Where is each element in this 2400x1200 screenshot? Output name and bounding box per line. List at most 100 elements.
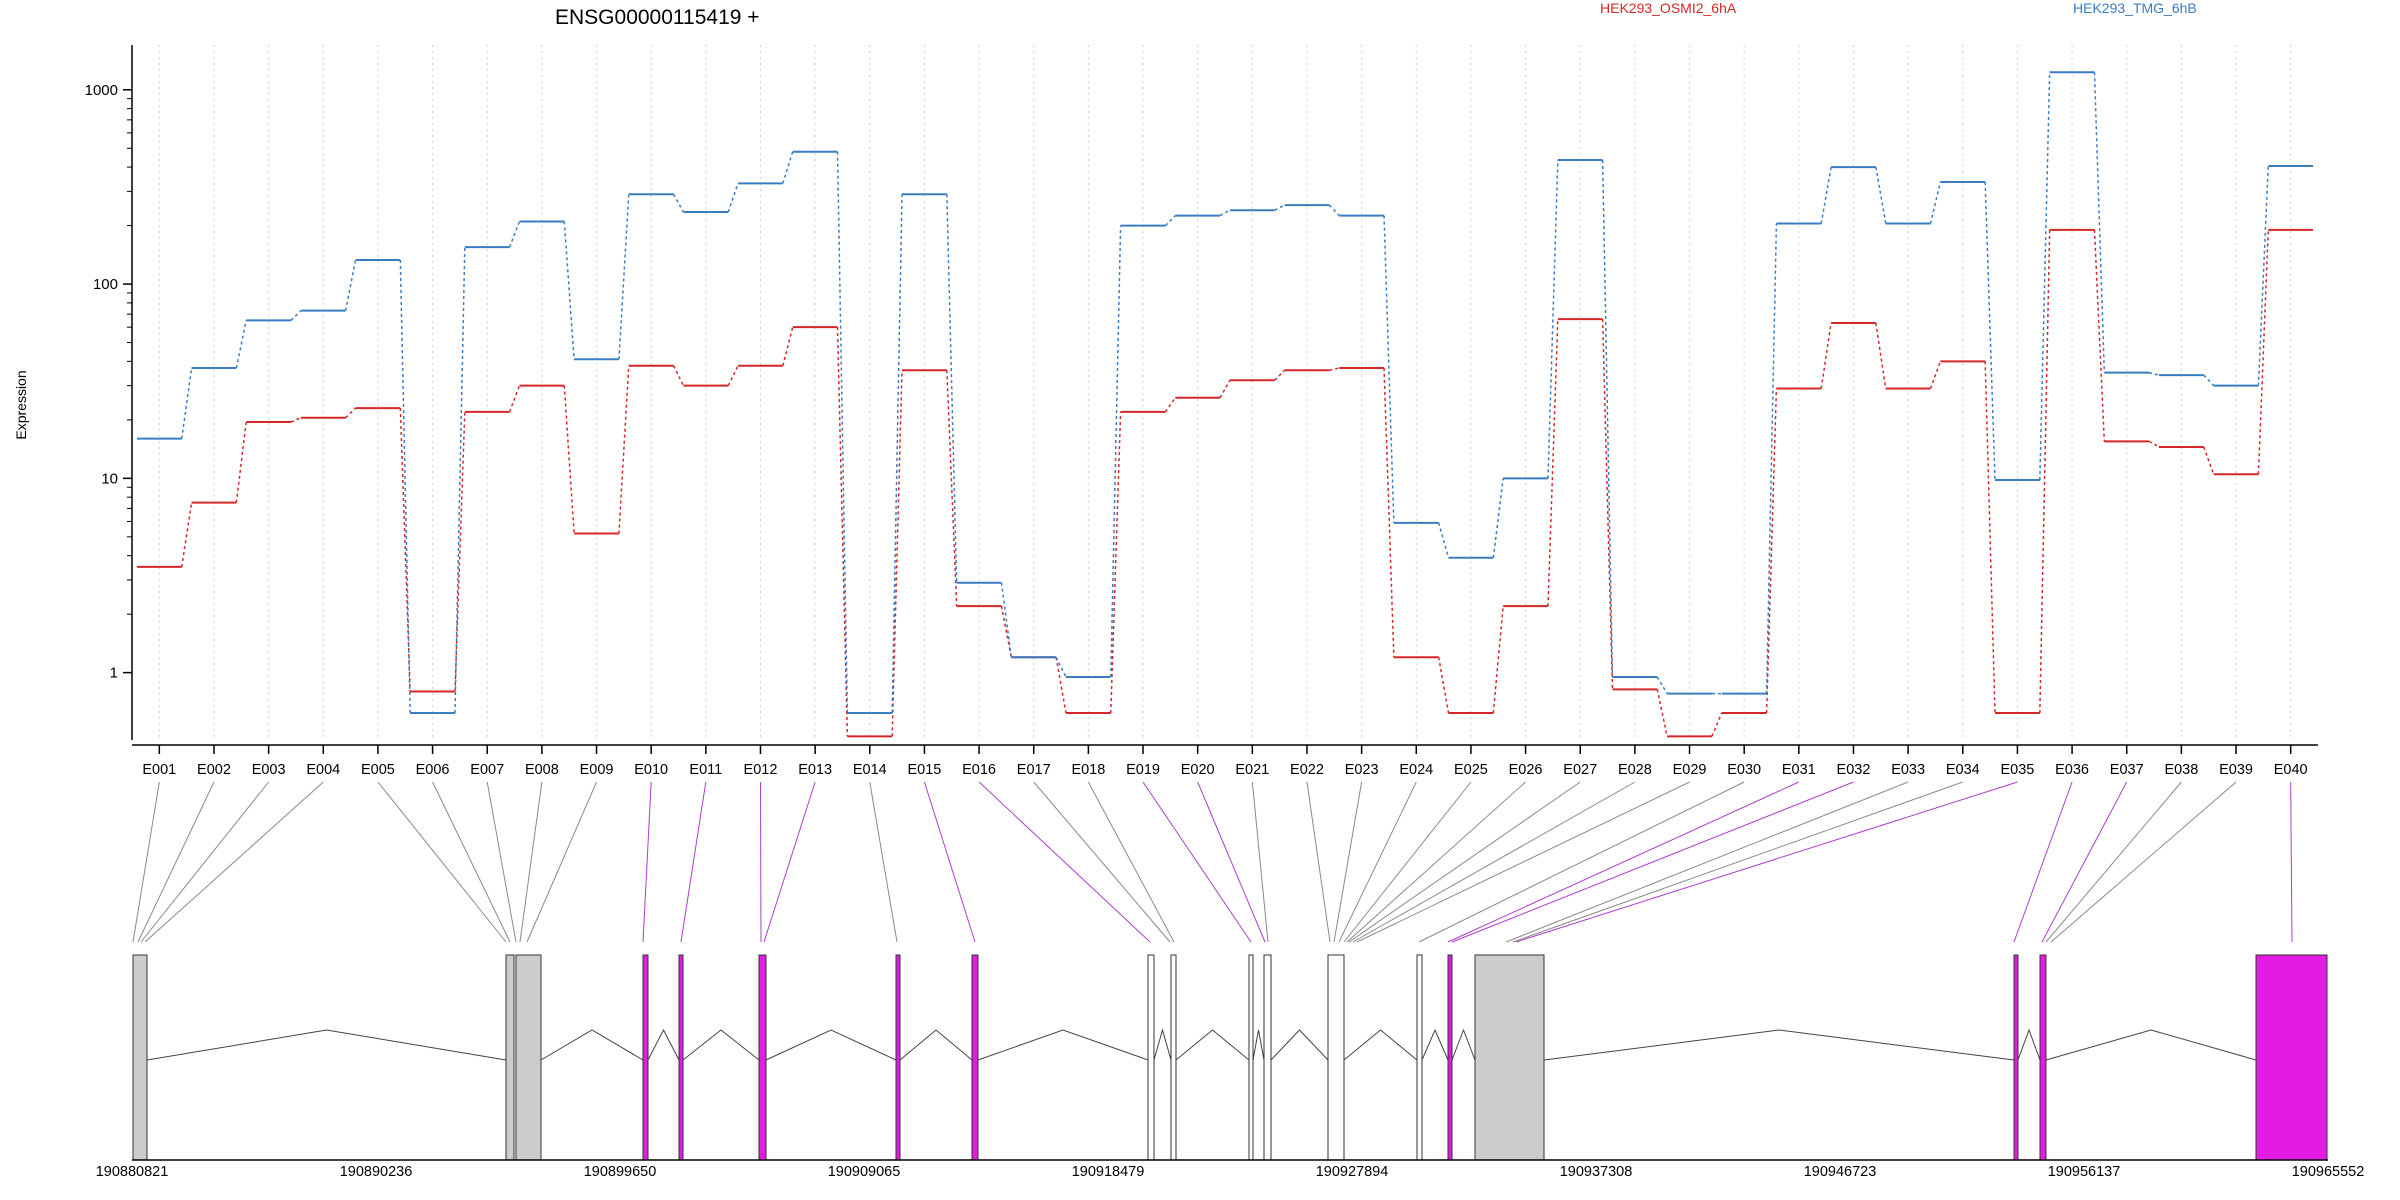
series-connector	[2093, 72, 2106, 373]
exon-box	[1327, 954, 1345, 1161]
x-tick-label: E020	[1181, 762, 1215, 778]
exon-box	[1170, 954, 1177, 1161]
x-tick-label: E031	[1782, 762, 1816, 778]
x-tick-label: E028	[1618, 762, 1652, 778]
series-connector	[1164, 215, 1176, 227]
exon-connector	[1306, 781, 1331, 943]
series-connector	[1328, 204, 1340, 217]
genomic-tick-label: 190946723	[1804, 1164, 1877, 1180]
series-connector	[1492, 606, 1504, 714]
x-tick-label: E032	[1837, 762, 1871, 778]
exon-box	[642, 954, 649, 1161]
series-connector	[1274, 369, 1286, 381]
exon-connector	[526, 781, 597, 943]
x-tick-label: E038	[2164, 762, 2198, 778]
series-connector	[399, 259, 411, 713]
exon-connector	[1333, 781, 1363, 943]
series-connector	[1711, 712, 1723, 737]
intron-line	[647, 1028, 680, 1061]
intron-line	[146, 1029, 507, 1061]
x-tick-label: E026	[1509, 762, 1543, 778]
exon-box	[1416, 954, 1423, 1161]
series-connector	[2203, 374, 2215, 387]
genomic-tick-label: 190880821	[96, 1164, 169, 1180]
exon-connector	[144, 781, 324, 943]
intron-line	[899, 1029, 973, 1061]
series-connector	[1055, 656, 1067, 678]
intron-line	[1252, 1029, 1265, 1061]
intron-line	[1543, 1029, 2015, 1061]
gene-model: 190880821 190890236 190899650 190909065 1909…	[96, 954, 2365, 1180]
series-connector	[1164, 397, 1176, 413]
series-connector	[1110, 225, 1122, 677]
series-connector	[2039, 229, 2051, 713]
series-connector	[1656, 689, 1668, 737]
series-connector	[399, 408, 411, 692]
genomic-tick-label: 190909065	[828, 1164, 901, 1180]
series-connector	[1820, 322, 1832, 389]
x-tick-label: E011	[689, 762, 722, 778]
intron-line	[1451, 1028, 1476, 1061]
series-connector	[180, 502, 193, 568]
x-tick-label: E021	[1235, 762, 1269, 778]
exon-box	[971, 954, 979, 1161]
series-connector	[1219, 379, 1231, 399]
intron-line	[1421, 1028, 1449, 1061]
x-tick-label: E006	[416, 762, 450, 778]
exon-connector	[1142, 781, 1252, 943]
x-tick-label: E016	[962, 762, 996, 778]
exon-box	[1263, 954, 1272, 1161]
series-connector	[2257, 166, 2270, 386]
series-connector	[1000, 582, 1013, 658]
series-connector	[1329, 367, 1340, 371]
exon-connector	[1451, 781, 1854, 943]
intron-line	[1153, 1028, 1172, 1061]
labels: ENSG00000115419 + HEK293_OSMI2_6hA HEK29…	[13, 0, 2197, 440]
exon-connector	[1197, 781, 1266, 943]
exon-connector	[1338, 781, 1417, 943]
exon-connector	[1346, 781, 1526, 943]
exon-box	[1447, 954, 1453, 1161]
intron-line	[765, 1029, 897, 1061]
series-connector	[2148, 440, 2160, 448]
series-connector	[618, 194, 630, 360]
x-tick-label: E013	[798, 762, 832, 778]
exon-connector	[486, 781, 517, 943]
legend-series-1: HEK293_OSMI2_6hA	[1600, 0, 1737, 16]
series-connector	[1274, 204, 1285, 211]
x-tick-label: E014	[853, 762, 887, 778]
x-tick-label: E035	[2000, 762, 2034, 778]
exon-box	[1248, 954, 1254, 1161]
y-tick-label: 1	[110, 665, 118, 682]
exon-box	[678, 954, 684, 1161]
series-connector	[290, 310, 302, 321]
series-connector	[1765, 388, 1778, 713]
intron-line	[2045, 1029, 2257, 1061]
legend-series-2: HEK293_TMG_6hB	[2073, 0, 2197, 16]
exon-connector	[377, 781, 507, 943]
genomic-tick-label: 190965552	[2292, 1164, 2365, 1180]
series-connector	[1929, 361, 1942, 389]
chart-title: ENSG00000115419 +	[555, 6, 760, 29]
x-tick-label: E001	[142, 762, 176, 778]
series-connector	[782, 326, 794, 366]
genomic-tick-label: 190956137	[2048, 1164, 2121, 1180]
y-tick-label: 10	[101, 470, 118, 487]
genomic-tick-label: 190899650	[584, 1164, 657, 1180]
exon-box	[505, 954, 515, 1161]
series-connector	[1219, 209, 1231, 217]
series-connector	[836, 327, 849, 737]
genomic-tick-label: 190937308	[1560, 1164, 1633, 1180]
exon-connector	[763, 781, 816, 943]
series-connector	[2039, 72, 2051, 481]
genomic-tick-label: 190890236	[340, 1164, 413, 1180]
series-connector	[563, 221, 575, 360]
exon-box	[515, 954, 542, 1161]
grid-lines	[158, 45, 2292, 740]
exon-connector	[137, 781, 215, 943]
x-tick-label: E025	[1454, 762, 1488, 778]
series-connector	[946, 194, 958, 583]
series-connector	[1055, 657, 1067, 714]
series-connector	[1437, 657, 1450, 714]
